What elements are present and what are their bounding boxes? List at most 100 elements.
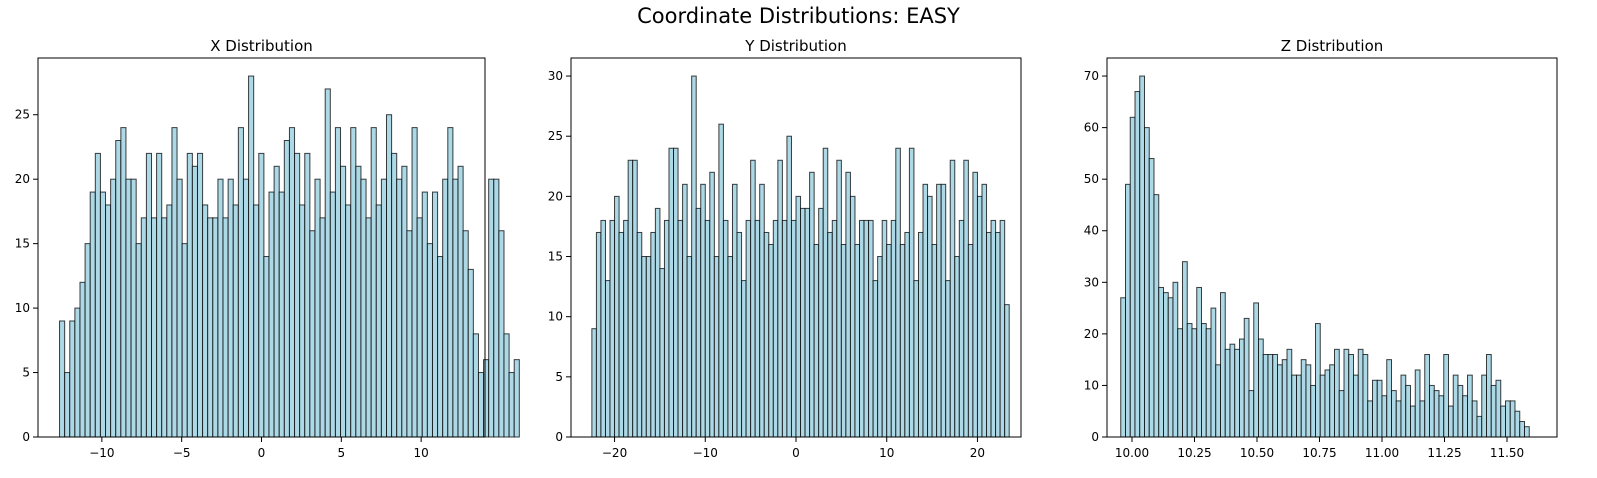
y-histogram-bar	[668, 147, 675, 438]
z-histogram-bar	[1134, 91, 1141, 438]
z-histogram-bar	[1210, 307, 1217, 438]
x-histogram-bar	[288, 127, 296, 438]
z-histogram-bar	[1253, 302, 1259, 438]
z-histogram-bar	[1229, 343, 1236, 438]
y-histogram-bar	[741, 280, 747, 438]
x-histogram-bar	[452, 178, 459, 438]
y-histogram-bar	[976, 195, 983, 438]
subplot-x-distribution: X Distribution −10 −5 0 5 10 0 5 10 15 20 25	[15, 37, 520, 460]
y-histogram-bar	[759, 183, 765, 438]
z-y-tick-label: 30	[1084, 275, 1099, 289]
y-histogram-bar	[931, 243, 938, 438]
y-histogram-bar	[627, 159, 634, 438]
y-subplot-title: Y Distribution	[744, 37, 846, 55]
z-histogram-bar	[1148, 158, 1155, 438]
z-histogram-bar	[1438, 395, 1445, 438]
y-histogram-bar	[659, 268, 665, 438]
y-histogram-bar	[927, 195, 933, 438]
z-y-tick-label: 10	[1084, 378, 1099, 392]
x-histogram-bar	[105, 204, 112, 438]
z-histogram-bar	[1400, 374, 1407, 438]
z-histogram-bar	[1172, 281, 1179, 438]
z-histogram-bar	[1267, 354, 1274, 438]
x-histogram-bar	[498, 230, 505, 438]
x-histogram-bar	[181, 243, 188, 438]
y-histogram-bar	[899, 243, 906, 438]
x-histogram-bar	[120, 127, 127, 438]
x-histogram-bar	[324, 88, 331, 438]
y-histogram-bar	[618, 231, 625, 438]
x-histogram-bar	[283, 140, 290, 438]
y-histogram-bar	[709, 171, 715, 438]
z-histogram-bar	[1277, 364, 1283, 438]
x-x-tick-label: −5	[173, 446, 191, 460]
x-histogram-bar	[355, 165, 362, 438]
z-histogram-bar	[1167, 297, 1174, 438]
x-histogram-bar	[242, 178, 250, 438]
y-histogram-bar	[673, 147, 679, 438]
y-x-tick-label: 10	[879, 446, 894, 460]
z-histogram-bar	[1248, 390, 1255, 438]
y-histogram-bar	[840, 243, 847, 438]
x-y-tick-label: 0	[22, 430, 30, 444]
z-histogram-bar	[1357, 348, 1364, 438]
y-histogram-bar	[804, 207, 811, 438]
y-histogram-bar	[795, 195, 802, 438]
y-histogram-bar	[854, 243, 861, 438]
y-histogram-bar	[859, 219, 865, 438]
z-histogram-bar	[1419, 400, 1426, 438]
y-histogram-bar	[763, 231, 770, 438]
z-histogram-bar	[1362, 354, 1369, 438]
x-histogram-bar	[503, 333, 510, 438]
y-histogram-bar	[641, 256, 647, 438]
x-histogram-bar	[488, 178, 495, 438]
x-histogram-bar	[207, 217, 214, 438]
x-histogram-bar	[370, 127, 377, 438]
x-histogram-bar	[299, 204, 306, 438]
z-histogram-bar	[1334, 348, 1340, 438]
z-histogram-bar	[1452, 374, 1459, 438]
z-x-tick-label: 10.50	[1240, 446, 1274, 460]
z-histogram-bar	[1462, 395, 1468, 438]
x-histogram-bar	[278, 191, 285, 438]
x-histogram-bar	[340, 165, 347, 438]
z-histogram-bar	[1424, 354, 1430, 438]
y-histogram-bar	[886, 243, 892, 438]
z-histogram-bar	[1343, 348, 1350, 438]
x-x-tick-label: −10	[89, 446, 114, 460]
y-histogram-bar	[972, 171, 978, 438]
x-histogram-bar	[140, 217, 147, 438]
x-histogram-bar	[406, 230, 413, 438]
z-histogram-bar	[1262, 354, 1269, 438]
x-histogram-bar	[365, 217, 372, 438]
y-x-tick-label: 0	[792, 446, 800, 460]
x-histogram-bar	[232, 204, 239, 438]
z-histogram-bar	[1519, 421, 1525, 438]
y-histogram-bar	[990, 219, 997, 438]
x-x-tick-label: 0	[258, 446, 266, 460]
y-histogram-bar	[981, 183, 988, 438]
z-histogram-bar	[1448, 405, 1454, 438]
z-histogram-bar	[1490, 384, 1497, 438]
y-histogram-bar	[827, 231, 833, 438]
x-histogram-bar	[462, 230, 469, 438]
y-histogram-bar	[936, 183, 942, 438]
x-histogram-bar	[151, 217, 158, 438]
z-y-tick-label: 70	[1084, 69, 1099, 83]
z-histogram-bar	[1329, 364, 1335, 438]
x-histogram-bar	[386, 114, 393, 438]
x-histogram-bar	[426, 243, 433, 438]
y-histogram-bar	[963, 159, 969, 438]
y-histogram-bar	[677, 219, 684, 438]
x-histogram-bar	[467, 268, 474, 438]
x-y-tick-label: 5	[22, 366, 30, 380]
z-histogram-bar	[1243, 317, 1250, 438]
y-histogram-bar	[591, 328, 597, 438]
x-histogram-bar	[115, 140, 122, 438]
z-histogram-bar	[1291, 374, 1297, 438]
z-histogram-bar	[1381, 395, 1388, 438]
y-histogram-bar	[954, 256, 960, 438]
z-histogram-bar	[1153, 194, 1160, 438]
y-histogram-bar	[831, 219, 838, 438]
